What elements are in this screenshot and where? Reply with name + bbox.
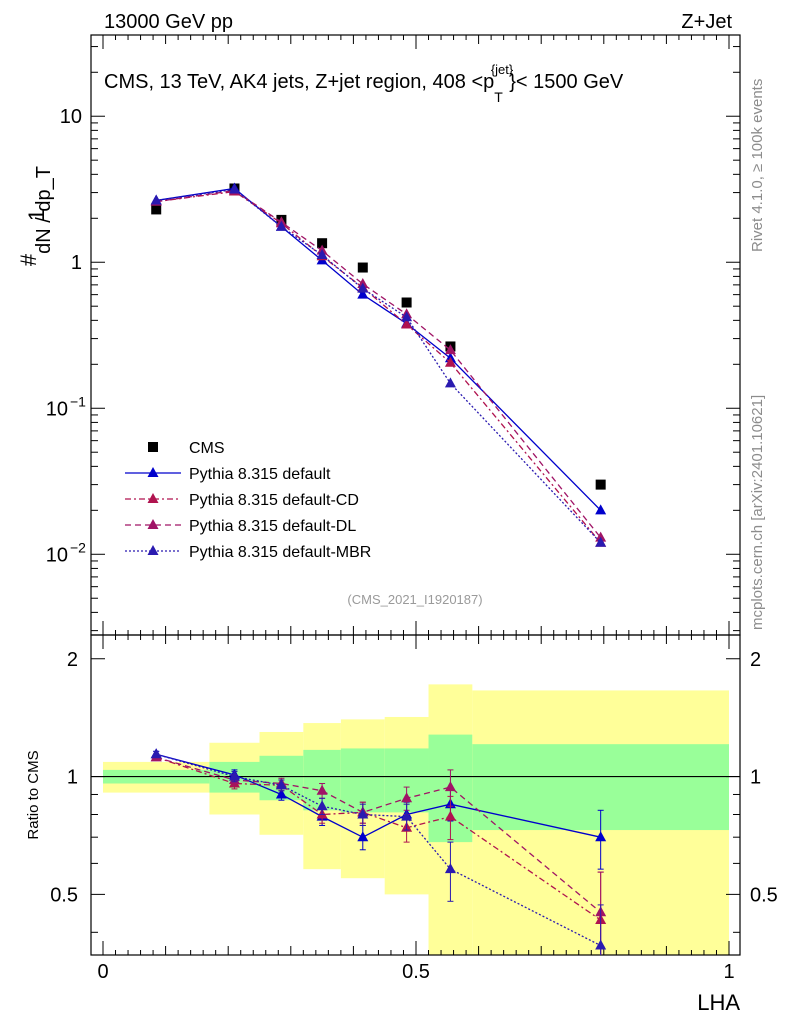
ratio-y-tick-label-left: 2 <box>67 649 78 671</box>
point-mbr <box>595 536 607 547</box>
process-label: Z+Jet <box>681 11 732 33</box>
point-dl <box>595 531 607 542</box>
plot-title: CMS, 13 TeV, AK4 jets, Z+jet region, 408… <box>104 62 624 105</box>
ratio-bands <box>91 684 740 955</box>
ylabel-part-1: # <box>16 253 41 266</box>
ratio-point-default <box>595 831 607 842</box>
ratio-panel: 2 2 1 1 0.5 0.5 0 0.5 1 <box>50 634 778 983</box>
ratio-line-mbr <box>156 753 601 947</box>
plot-title-main: CMS, 13 TeV, AK4 jets, Z+jet region, 408… <box>104 71 494 93</box>
ratio-point-default <box>357 831 369 842</box>
rivet-label: Rivet 4.1.0, ≥ 100k events <box>749 79 766 252</box>
legend-label-dl: Pythia 8.315 default-DL <box>189 518 356 535</box>
y-tick-exponent: −1 <box>70 393 86 409</box>
legend-label-mbr: Pythia 8.315 default-MBR <box>189 544 371 561</box>
plot-title-end: }< 1500 GeV <box>509 71 624 93</box>
ratio-point-mbr <box>401 810 413 821</box>
ylabel-part-2: 1 <box>24 209 49 221</box>
point-default <box>357 288 369 299</box>
ratio-point-mbr <box>228 770 240 781</box>
cms-data-point <box>401 297 412 308</box>
y-tick-exponent: −2 <box>70 539 86 555</box>
point-mbr <box>150 194 162 205</box>
ratio-point-mbr <box>275 779 287 790</box>
series-line-mbr <box>156 188 602 544</box>
y-tick-label: 10 <box>60 106 82 128</box>
point-mbr <box>316 249 328 260</box>
x-tick-label: 0 <box>97 961 108 983</box>
ratio-y-tick-label-right: 0.5 <box>750 884 778 906</box>
series-line-dl <box>156 189 602 539</box>
legend: CMS Pythia 8.315 default Pythia 8.315 defa… <box>125 440 371 561</box>
point-mbr <box>228 183 240 194</box>
y-tick-label: 1 <box>71 252 82 274</box>
ratio-y-tick-label-left: 1 <box>67 767 78 789</box>
ratio-line-dl <box>156 756 602 913</box>
point-cd <box>401 318 413 329</box>
cms-data-point <box>595 479 606 490</box>
legend-marker-dl <box>147 519 159 529</box>
cms-data-point <box>357 262 368 273</box>
plot-title-sup: {jet} <box>491 62 514 77</box>
ratio-point-dl <box>444 781 456 792</box>
point-cd <box>444 356 456 367</box>
cms-data-point <box>151 204 162 215</box>
legend-label-cd: Pythia 8.315 default-CD <box>189 492 359 509</box>
ratio-point-default <box>275 788 287 799</box>
point-mbr <box>401 311 413 322</box>
series-line-default <box>156 187 602 511</box>
ratio-y-tick-label-right: 1 <box>750 767 761 789</box>
y-tick-label: 10 <box>46 544 68 566</box>
ratio-point-mbr <box>316 800 328 811</box>
series-line-cd <box>156 190 602 544</box>
ratio-point-dl <box>401 792 413 803</box>
ratio-point-mbr <box>595 939 607 950</box>
main-ylabel: # 1 dN / dp_T <box>16 166 55 266</box>
legend-marker-default <box>147 467 159 477</box>
legend-label-data: CMS <box>189 440 225 457</box>
ratio-point-dl <box>316 784 328 795</box>
cms-data-point <box>317 238 328 249</box>
x-axis-label: LHA <box>697 990 740 1015</box>
point-mbr <box>444 377 456 388</box>
legend-marker-cd <box>147 493 159 503</box>
mcplots-label: mcplots.cern.ch [arXiv:2401.10621] <box>749 395 766 630</box>
ratio-point-mbr <box>150 748 162 759</box>
y-tick-label: 10 <box>46 398 68 420</box>
plot-title-sub: T <box>494 89 503 105</box>
ratio-point-mbr <box>444 863 456 874</box>
legend-marker-mbr <box>147 545 159 555</box>
ratio-point-cd <box>444 810 456 821</box>
point-default <box>595 504 607 515</box>
legend-label-default: Pythia 8.315 default <box>189 466 331 483</box>
point-mbr <box>275 220 287 231</box>
ratio-line-cd <box>156 756 602 921</box>
ratio-ticks: 2 2 1 1 0.5 0.5 0 0.5 1 <box>50 635 778 983</box>
ratio-y-tick-label-left: 0.5 <box>50 884 78 906</box>
point-mbr <box>357 282 369 293</box>
main-curves <box>150 182 607 547</box>
analysis-id: (CMS_2021_I1920187) <box>347 592 482 607</box>
ratio-point-mbr <box>357 808 369 819</box>
ratio-curves <box>150 748 607 955</box>
x-tick-label: 1 <box>723 961 734 983</box>
ylabel-part-3: dN / dp_T <box>33 166 55 254</box>
point-dl <box>444 344 456 355</box>
legend-marker-cms <box>148 442 158 452</box>
x-tick-label: 0.5 <box>402 961 430 983</box>
ratio-ylabel: Ratio to CMS <box>25 750 42 839</box>
energy-label: 13000 GeV pp <box>104 11 233 33</box>
ratio-y-tick-label-right: 2 <box>750 649 761 671</box>
